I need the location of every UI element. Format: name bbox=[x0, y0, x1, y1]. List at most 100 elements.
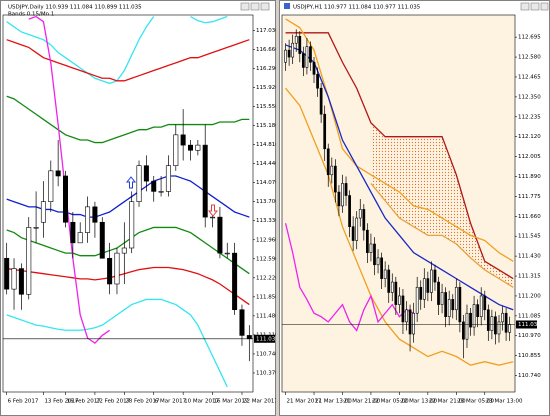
candle-body bbox=[326, 148, 330, 176]
candle-body bbox=[337, 191, 341, 207]
candle-body bbox=[92, 206, 98, 223]
y-tick-label: 112.465 bbox=[518, 74, 541, 80]
candle-body bbox=[121, 247, 127, 254]
candle-body bbox=[408, 309, 412, 335]
candle-body bbox=[412, 312, 415, 335]
candle-body bbox=[62, 175, 69, 223]
x-tick-label: 22 Feb 2017 bbox=[96, 399, 131, 405]
y-tick-label: 111.085 bbox=[518, 313, 541, 319]
y-tick-label: 111.480 bbox=[256, 313, 276, 319]
x-tick-label: 16 Mar 2017 bbox=[214, 399, 249, 405]
x-tick-label: 23 Mar 13:00 bbox=[486, 399, 523, 405]
candle-body bbox=[18, 268, 24, 295]
candle-body bbox=[373, 243, 376, 266]
y-tick-label: 111.545 bbox=[518, 234, 541, 240]
daily-chart: USDJPY,Daily 110.939 111.084 110.899 111… bbox=[0, 0, 276, 416]
candle-body bbox=[55, 170, 61, 177]
candle-body bbox=[437, 281, 440, 305]
candle-body bbox=[390, 281, 394, 293]
candle-body bbox=[70, 221, 76, 244]
candle-body bbox=[341, 183, 344, 207]
indicator-line bbox=[285, 87, 514, 366]
maximize-button[interactable] bbox=[530, 2, 540, 11]
minimize-button[interactable] bbox=[240, 2, 250, 11]
indicator-line bbox=[28, 15, 110, 344]
candle-body bbox=[323, 113, 327, 150]
x-tick-label: 22 Mar 05:00 bbox=[372, 399, 409, 405]
chart-title: USDJPY,H1 110.977 111.084 110.977 111.03… bbox=[293, 5, 421, 11]
y-tick-label: 110.740 bbox=[518, 373, 541, 379]
candle-body bbox=[383, 269, 387, 279]
close-button[interactable] bbox=[540, 2, 549, 11]
y-tick-label: 111.775 bbox=[518, 194, 541, 200]
candle-body bbox=[490, 316, 494, 331]
hourly-chart: USDJPY,H1 110.977 111.084 110.977 111.03… bbox=[279, 0, 550, 416]
candle-body bbox=[246, 335, 252, 340]
close-button[interactable] bbox=[260, 2, 270, 11]
candle-body bbox=[129, 201, 135, 249]
candle-body bbox=[202, 144, 208, 218]
x-tick-label: 28 Feb 2017 bbox=[125, 399, 160, 405]
candle-body bbox=[26, 227, 32, 295]
last-price-box bbox=[516, 320, 537, 329]
plot bbox=[3, 15, 253, 388]
candle-body bbox=[312, 61, 316, 75]
candle-body bbox=[291, 42, 295, 58]
candle-body bbox=[462, 321, 465, 340]
candle-body bbox=[355, 217, 359, 241]
candle-body bbox=[330, 165, 334, 176]
x-tick-label: 13 Feb 2017 bbox=[44, 399, 79, 405]
candle-body bbox=[440, 292, 444, 305]
candle-body bbox=[85, 206, 91, 233]
candle-body bbox=[305, 46, 309, 68]
candle-body bbox=[401, 295, 405, 323]
candle-body bbox=[114, 252, 120, 285]
candle-body bbox=[472, 304, 476, 328]
plot-area bbox=[2, 14, 254, 393]
y-tick-label: 110.370 bbox=[256, 370, 276, 376]
candle-body bbox=[165, 165, 171, 192]
y-tick-label: 112.120 bbox=[518, 134, 541, 140]
candle-body bbox=[294, 35, 298, 44]
candle-body bbox=[369, 243, 373, 253]
candle-body bbox=[287, 49, 291, 58]
indicator-line bbox=[370, 183, 514, 288]
candle-body bbox=[398, 295, 401, 305]
indicator-line bbox=[285, 32, 514, 280]
candle-body bbox=[387, 269, 391, 293]
y-tick-label: 112.695 bbox=[518, 35, 541, 41]
minimize-button[interactable] bbox=[520, 2, 530, 11]
candle-body bbox=[77, 232, 83, 244]
candle-body bbox=[136, 165, 142, 202]
candle-body bbox=[451, 299, 455, 311]
y-tick-label: 111.850 bbox=[256, 294, 276, 300]
candle-body bbox=[173, 134, 179, 166]
candle-body bbox=[187, 144, 194, 151]
y-tick-label: 115.920 bbox=[256, 85, 276, 91]
candle-body bbox=[415, 286, 419, 314]
candle-body bbox=[380, 257, 383, 279]
candle-body bbox=[504, 312, 508, 333]
y-tick-label: 114.810 bbox=[256, 142, 276, 148]
candle-body bbox=[501, 312, 504, 323]
sell-arrow bbox=[207, 204, 219, 217]
indicator-line bbox=[285, 44, 514, 311]
y-tick-label: 112.350 bbox=[518, 94, 541, 100]
candle-body bbox=[469, 312, 472, 328]
indicator-line bbox=[6, 15, 228, 85]
x-tick-label: 6 Mar 2017 bbox=[155, 399, 187, 405]
indicator-line bbox=[6, 175, 250, 218]
maximize-button[interactable] bbox=[250, 2, 260, 11]
y-tick-label: 110.970 bbox=[518, 333, 541, 339]
candle-body bbox=[217, 216, 223, 254]
candle-body bbox=[298, 35, 302, 54]
candle-body bbox=[351, 226, 355, 241]
candle-body bbox=[48, 170, 54, 202]
candle-body bbox=[284, 49, 287, 63]
x-tick-label: 22 Mar 21:00 bbox=[429, 399, 466, 405]
candle-body bbox=[239, 309, 245, 336]
candle-body bbox=[232, 252, 238, 311]
candle-body bbox=[309, 46, 312, 63]
candle-body bbox=[319, 87, 323, 115]
